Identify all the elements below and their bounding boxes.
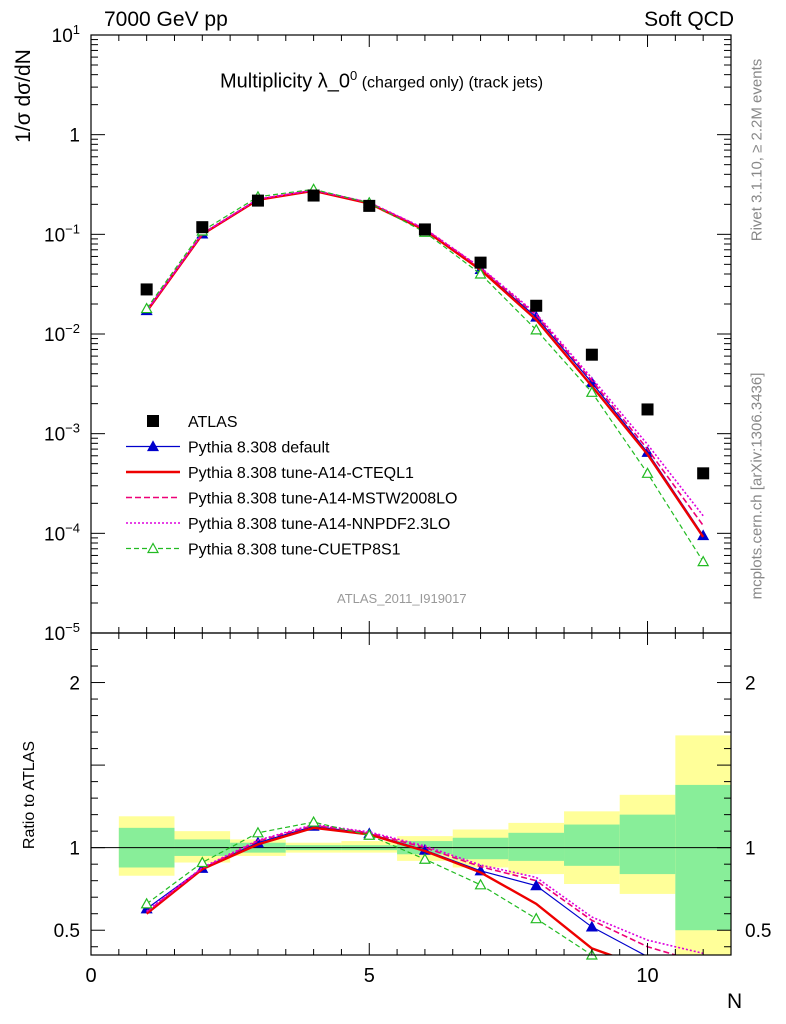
chart-title-main: Multiplicity λ_0 [220, 70, 351, 93]
legend-label: ATLAS [188, 414, 238, 431]
legend-label: Pythia 8.308 default [188, 440, 330, 457]
legend-label: Pythia 8.308 tune-A14-NNPDF2.3LO [188, 516, 450, 533]
ratio-marker [196, 856, 209, 868]
series-line-4 [146, 189, 704, 517]
series-marker [585, 386, 598, 397]
lower-frame [90, 632, 732, 956]
ratio-tick-label-right: 0.5 [745, 921, 771, 942]
ratio-marker [530, 912, 543, 924]
y-tick-label: 10−2 [44, 321, 80, 346]
legend-marker [146, 542, 160, 554]
ratio-line-2 [145, 826, 614, 955]
y-tick-label: 10−4 [44, 520, 80, 545]
process-label: Soft QCD [644, 8, 734, 31]
data-point [530, 299, 543, 312]
series-marker [697, 555, 710, 567]
data-point [585, 348, 598, 361]
x-tick-label: 10 [636, 965, 658, 987]
data-point [251, 194, 264, 207]
ratio-marker [140, 897, 153, 909]
chart-title-rest: (charged only) (track jets) [357, 74, 544, 92]
legend-label: Pythia 8.308 tune-CUETP8S1 [188, 542, 401, 559]
ratio-tick-label-right: 2 [745, 674, 756, 695]
data-point [418, 223, 431, 236]
data-point [474, 256, 487, 269]
ratio-band-inner [452, 837, 509, 860]
ratio-marker [363, 829, 376, 840]
chart-title: Multiplicity λ_00 (charged only) (track … [220, 68, 543, 94]
data-point [196, 221, 209, 234]
ratio-band-inner [508, 832, 565, 861]
rivet-label: Rivet 3.1.10, ≥ 2.2M events [748, 58, 766, 242]
data-point [641, 403, 654, 416]
mcplots-label: mcplots.cern.ch [arXiv:1306.3436] [748, 372, 766, 600]
legend-marker [146, 440, 160, 452]
ratio-tick-label-left: 1 [69, 839, 80, 860]
ratio-marker [418, 852, 431, 864]
x-tick-label: 0 [85, 965, 96, 987]
legend-marker-data [147, 415, 159, 427]
data-point [697, 467, 710, 480]
y-tick-label: 10−1 [44, 221, 80, 246]
y-tick-label: 1 [69, 126, 80, 147]
ratio-band-inner [619, 814, 676, 875]
upper-frame [90, 34, 732, 634]
ratio-band-inner [564, 824, 620, 866]
y-axis-label: 1/σ dσ/dN [12, 49, 35, 143]
y-tick-label: 101 [52, 22, 80, 47]
series-marker [474, 267, 487, 279]
ratio-tick-label-right: 1 [745, 839, 756, 860]
data-point [140, 283, 153, 296]
ratio-line-4 [146, 823, 704, 955]
data-point [363, 199, 376, 212]
series-marker [530, 323, 543, 335]
y-tick-label: 10−3 [44, 421, 80, 446]
ratio-tick-label-left: 0.5 [54, 921, 80, 942]
energy-label: 7000 GeV pp [104, 8, 228, 31]
series-marker [140, 302, 153, 314]
series-marker [641, 467, 654, 478]
ratio-marker [251, 826, 264, 838]
x-axis-label: N [727, 990, 743, 1013]
ratio-marker [530, 879, 543, 891]
analysis-watermark: ATLAS_2011_I919017 [337, 591, 467, 606]
y-tick-label: 10−5 [44, 620, 80, 645]
x-tick-label: 5 [364, 965, 375, 987]
ratio-marker [474, 878, 487, 890]
legend-label: Pythia 8.308 tune-A14-CTEQL1 [188, 465, 414, 482]
legend-label: Pythia 8.308 tune-A14-MSTW2008LO [188, 491, 457, 508]
ratio-marker [585, 920, 598, 932]
ratio-axis-label: Ratio to ATLAS [21, 740, 38, 850]
ratio-band-inner [675, 784, 731, 931]
ratio-tick-label-left: 2 [69, 674, 80, 695]
ratio-line-3 [146, 824, 679, 955]
data-point [307, 189, 320, 202]
ratio-marker [307, 815, 320, 827]
series-line-1 [146, 189, 704, 536]
series-line-2 [145, 189, 705, 538]
chart-title-sup: 0 [350, 68, 358, 83]
